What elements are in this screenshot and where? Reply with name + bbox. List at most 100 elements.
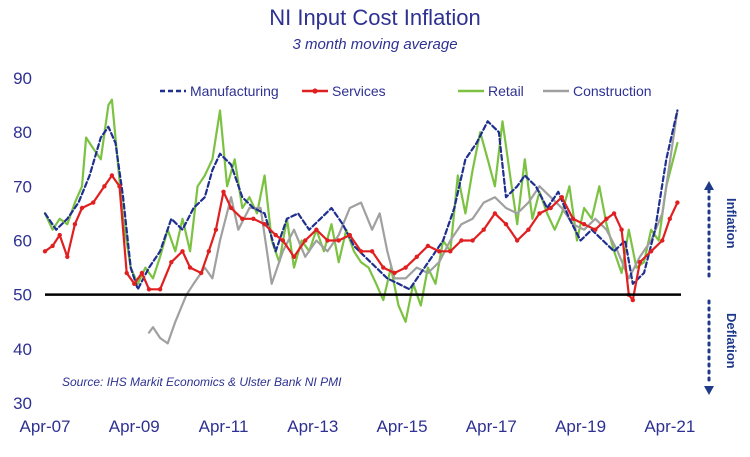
chart-title: NI Input Cost Inflation (269, 5, 481, 30)
data-point (492, 211, 498, 216)
inflation-deflation-indicator: Inflation Deflation (704, 181, 739, 395)
legend: Manufacturing Services Retail Construction (160, 83, 652, 99)
x-tick-label: Apr-07 (19, 417, 70, 436)
x-tick-label: Apr-09 (109, 417, 160, 436)
data-point (347, 232, 352, 238)
data-point (199, 270, 204, 276)
x-tick-label: Apr-17 (466, 417, 517, 436)
data-point (57, 232, 62, 238)
data-point (124, 270, 129, 276)
data-point (358, 249, 364, 254)
data-point (425, 243, 431, 249)
data-point (637, 260, 643, 265)
x-tick-label: Apr-13 (287, 417, 338, 436)
data-point (526, 227, 531, 232)
series-services (42, 173, 680, 303)
x-tick-label: Apr-21 (644, 417, 695, 436)
legend-label: Manufacturing (190, 83, 279, 99)
legend-label: Construction (573, 83, 652, 99)
data-point (102, 184, 107, 189)
data-point (675, 200, 680, 205)
data-point (228, 205, 234, 211)
down-arrow-icon (704, 386, 714, 395)
data-point (537, 211, 542, 216)
data-point (109, 173, 115, 178)
series-construction (147, 109, 679, 345)
data-point (619, 227, 624, 232)
data-point (50, 243, 55, 249)
data-point (221, 189, 226, 194)
data-point (240, 216, 245, 221)
series-layer (42, 98, 680, 345)
legend-label: Retail (488, 83, 524, 99)
data-point (291, 254, 297, 259)
data-point (65, 254, 70, 259)
data-point (336, 238, 341, 243)
y-tick-label: 50 (13, 286, 32, 305)
data-point (548, 205, 553, 211)
legend-label: Services (332, 83, 386, 99)
y-tick-label: 30 (13, 394, 32, 413)
data-point (157, 287, 163, 292)
data-point (91, 200, 96, 205)
deflation-label: Deflation (724, 313, 739, 369)
data-point (314, 227, 319, 232)
data-point (660, 238, 665, 243)
y-tick-label: 90 (13, 69, 32, 88)
data-point (117, 184, 122, 189)
data-point (436, 249, 442, 254)
data-point (448, 249, 453, 254)
data-point (459, 238, 464, 243)
data-point (139, 270, 145, 276)
data-point (146, 287, 152, 292)
data-point (187, 265, 193, 270)
data-point (72, 222, 78, 227)
data-point (630, 297, 635, 303)
data-point (559, 195, 564, 200)
series-retail (43, 98, 679, 323)
data-point (381, 265, 386, 270)
inflation-label: Inflation (724, 198, 739, 249)
y-tick-label: 40 (13, 340, 32, 359)
data-point (481, 227, 486, 232)
legend-item-retail: Retail (458, 83, 524, 99)
x-axis-ticks: Apr-07 Apr-09 Apr-11 Apr-13 Apr-15 Apr-17 Apr-… (19, 417, 695, 436)
y-tick-label: 70 (13, 177, 32, 196)
data-point (515, 238, 520, 243)
data-point (581, 222, 587, 227)
data-point (503, 222, 509, 227)
series-line-retail (43, 98, 679, 323)
data-point (648, 249, 654, 254)
legend-item-services: Services (302, 83, 386, 99)
y-axis-ticks: 30 40 50 60 70 80 90 (13, 69, 32, 413)
series-line-construction (147, 109, 679, 345)
series-line-manufacturing (43, 109, 679, 291)
data-point (251, 216, 256, 221)
data-point (369, 249, 375, 254)
data-point (325, 238, 330, 243)
y-tick-label: 60 (13, 232, 32, 251)
data-point (392, 270, 397, 276)
y-tick-label: 80 (13, 123, 32, 142)
data-point (79, 205, 85, 211)
data-point (403, 265, 408, 270)
data-point (604, 216, 609, 221)
x-tick-label: Apr-19 (555, 417, 606, 436)
data-point (262, 222, 267, 227)
up-arrow-icon (704, 181, 714, 190)
data-point (132, 281, 137, 286)
data-point (169, 260, 174, 265)
x-tick-label: Apr-15 (377, 417, 428, 436)
legend-marker (312, 88, 318, 94)
data-point (570, 216, 576, 221)
data-point (414, 254, 419, 259)
data-point (611, 211, 617, 216)
source-note: Source: IHS Markit Economics & Ulster Ba… (62, 375, 342, 389)
data-point (180, 249, 185, 254)
data-point (470, 238, 475, 243)
data-point (206, 249, 211, 254)
chart-subtitle: 3 month moving average (292, 36, 457, 53)
legend-item-construction: Construction (543, 83, 652, 99)
data-point (280, 238, 286, 243)
